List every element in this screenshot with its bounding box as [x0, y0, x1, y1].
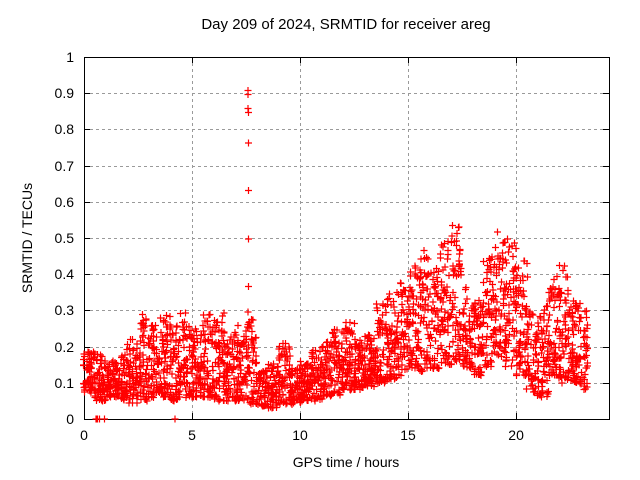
y-tick-label: 0.8 [54, 121, 74, 138]
y-tick-label: 0.6 [54, 193, 74, 210]
y-tick-label: 0.7 [54, 157, 74, 174]
x-tick-label: 15 [400, 427, 416, 443]
chart-title: Day 209 of 2024, SRMTID for receiver are… [201, 16, 491, 33]
y-tick-label: 0 [66, 411, 74, 427]
y-tick-label: 0.1 [54, 374, 74, 391]
y-tick-label: 0.3 [54, 302, 74, 319]
x-tick-label: 5 [188, 427, 196, 443]
y-tick-label: 0.4 [54, 266, 74, 283]
y-tick-label: 1 [66, 49, 74, 65]
scatter-points [80, 87, 591, 423]
x-tick-label: 20 [508, 427, 524, 443]
y-tick-label: 0.5 [54, 230, 74, 246]
y-tick-label: 0.9 [54, 85, 74, 102]
y-tick-label: 0.2 [54, 338, 74, 355]
x-tick-label: 0 [80, 427, 88, 443]
x-tick-label: 10 [292, 427, 308, 443]
y-axis-label: SRMTID / TECUs [19, 182, 35, 294]
x-axis-label: GPS time / hours [292, 454, 400, 470]
